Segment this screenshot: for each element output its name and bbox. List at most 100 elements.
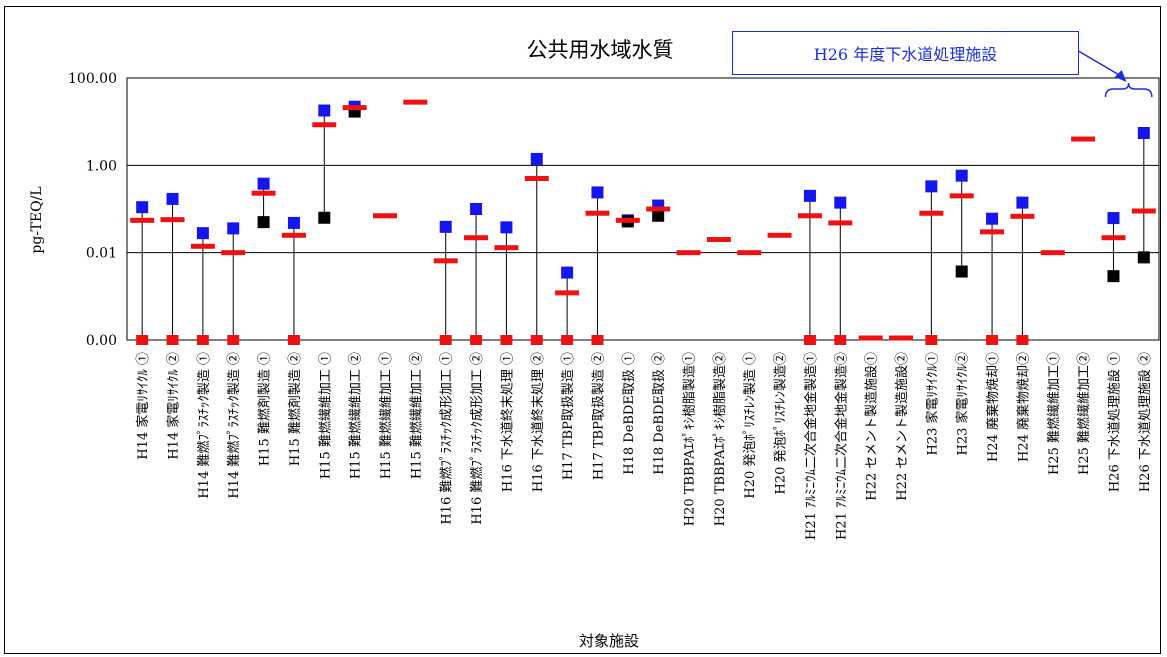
x-tick-label: H15 難燃繊維加工 ② <box>408 352 424 479</box>
max-marker <box>1016 197 1028 209</box>
zero-marker <box>197 335 209 345</box>
x-tick-label: H22 セメント製造施設① <box>864 352 880 501</box>
callout-arrowhead <box>1115 70 1127 82</box>
zero-marker <box>288 335 300 345</box>
max-marker <box>288 217 300 229</box>
max-marker <box>197 227 209 239</box>
x-tick-label: H14 難燃ﾌﾟﾗｽﾁｯｸ製造 ① <box>196 352 212 499</box>
x-tick-label: H25 難燃繊維加工② <box>1076 352 1092 475</box>
mean-marker <box>130 218 154 223</box>
x-tick-label: H24 廃棄物焼却① <box>985 352 1001 462</box>
x-tick-label: H16 難燃ﾌﾟﾗｽﾁｯｸ成形加工 ① <box>439 352 455 525</box>
mean-marker <box>677 250 701 255</box>
zero-marker <box>227 335 239 345</box>
x-tick-label: H15 難燃繊維加工 ① <box>317 352 333 479</box>
zero-marker <box>500 335 512 345</box>
mean-marker <box>1041 250 1065 255</box>
min-marker <box>318 212 330 224</box>
max-marker <box>258 178 270 190</box>
x-tick-label: H25 難燃繊維加工① <box>1046 352 1062 475</box>
y-tick-label: 1.00 <box>86 158 117 174</box>
mean-marker <box>464 235 488 240</box>
max-marker <box>804 190 816 202</box>
callout-arrow-line <box>1075 49 1123 77</box>
callout-text: H26 年度下水道処理施設 <box>814 41 997 65</box>
annotation-layer <box>1075 49 1152 97</box>
max-marker <box>531 153 543 165</box>
mean-marker <box>737 250 761 255</box>
mean-marker <box>494 245 518 250</box>
x-tick-label: H20 発泡ﾎﾟﾘｽﾁﾚﾝ製造 ① <box>743 352 758 499</box>
zero-marker <box>804 335 816 345</box>
zero-marker <box>986 335 998 345</box>
max-marker <box>591 186 603 198</box>
min-marker <box>1138 251 1150 263</box>
x-tick-label: H16 下水道終末処理 ① <box>499 352 515 492</box>
mean-marker <box>859 336 883 341</box>
mean-marker <box>828 220 852 225</box>
mean-marker <box>343 105 367 110</box>
mean-marker <box>1132 208 1156 213</box>
mean-marker <box>191 244 215 249</box>
mean-marker <box>768 233 792 238</box>
mean-marker <box>798 213 822 218</box>
plot-area <box>127 78 1159 340</box>
mean-marker <box>616 218 640 223</box>
mean-marker <box>403 100 427 105</box>
zero-marker <box>440 335 452 345</box>
max-marker <box>561 267 573 279</box>
max-marker <box>956 170 968 182</box>
x-tick-label: H14 難燃ﾌﾟﾗｽﾁｯｸ製造 ② <box>226 352 242 499</box>
max-marker <box>925 180 937 192</box>
zero-marker <box>136 335 148 345</box>
mean-marker <box>1101 235 1125 240</box>
mean-marker <box>585 211 609 216</box>
mean-marker <box>707 237 731 242</box>
zero-marker <box>1016 335 1028 345</box>
max-marker <box>834 197 846 209</box>
x-tick-labels: H14 家電ﾘｻｲｸﾙ ① H14 家電ﾘｻｲｸﾙ ② H14 難燃ﾌﾟﾗｽﾁｯｸ製… <box>135 352 1153 540</box>
x-tick-label: H14 家電ﾘｻｲｸﾙ ① <box>135 352 151 460</box>
y-tick-label: 100.00 <box>68 71 117 87</box>
zero-marker <box>531 335 543 345</box>
x-tick-label: H17 TBP取扱製造 ② <box>591 352 606 480</box>
x-tick-label: H18 DeBDE取扱 ① <box>622 352 637 475</box>
mean-marker <box>889 336 913 341</box>
max-marker <box>470 203 482 215</box>
grid-layer <box>127 165 1159 252</box>
chart-svg: 公共用水域水質 pg-TEQ/L 対象施設 0.00 0.01 1.00 100.00… <box>5 7 1162 655</box>
max-marker <box>440 221 452 233</box>
max-marker <box>1138 127 1150 139</box>
x-tick-label: H22 セメント製造施設② <box>894 352 910 501</box>
x-tick-label: H15 難燃剤製造 ② <box>287 352 303 466</box>
mean-marker <box>373 213 397 218</box>
x-tick-label: H20 TBBPAｴﾎﾟｷｼ樹脂製造① <box>683 352 698 526</box>
max-marker <box>227 222 239 234</box>
max-marker <box>167 193 179 205</box>
x-tick-label: H21 ｱﾙﾐﾆｳﾑ二次合金地金製造② <box>833 352 849 540</box>
mean-marker <box>1010 214 1034 219</box>
zero-marker <box>834 335 846 345</box>
x-tick-label: H23 家電ﾘｻｲｸﾙ② <box>955 352 971 456</box>
callout-brace <box>1105 83 1151 97</box>
min-marker <box>1107 270 1119 282</box>
max-marker <box>136 201 148 213</box>
x-tick-label: H21 ｱﾙﾐﾆｳﾑ二次合金地金製造① <box>803 352 819 540</box>
mean-marker <box>161 217 185 222</box>
x-tick-label: H17 TBP取扱製造 ① <box>561 352 576 480</box>
mean-marker <box>646 207 670 212</box>
mean-marker <box>434 258 458 263</box>
max-marker <box>1107 212 1119 224</box>
y-tick-labels: 0.000.011.00100.00 <box>68 71 117 349</box>
x-tick-label: H16 下水道終末処理 ② <box>530 352 546 492</box>
chart-title: 公共用水域水質 <box>527 38 674 62</box>
min-marker <box>258 216 270 228</box>
zero-marker <box>591 335 603 345</box>
x-tick-label: H14 家電ﾘｻｲｸﾙ ② <box>166 352 182 460</box>
mean-marker <box>980 229 1004 234</box>
x-tick-label: H15 難燃繊維加工 ② <box>348 352 364 479</box>
zero-marker <box>167 335 179 345</box>
x-tick-label: H15 難燃繊維加工 ① <box>378 352 394 479</box>
mean-marker <box>950 193 974 198</box>
zero-marker <box>925 335 937 345</box>
